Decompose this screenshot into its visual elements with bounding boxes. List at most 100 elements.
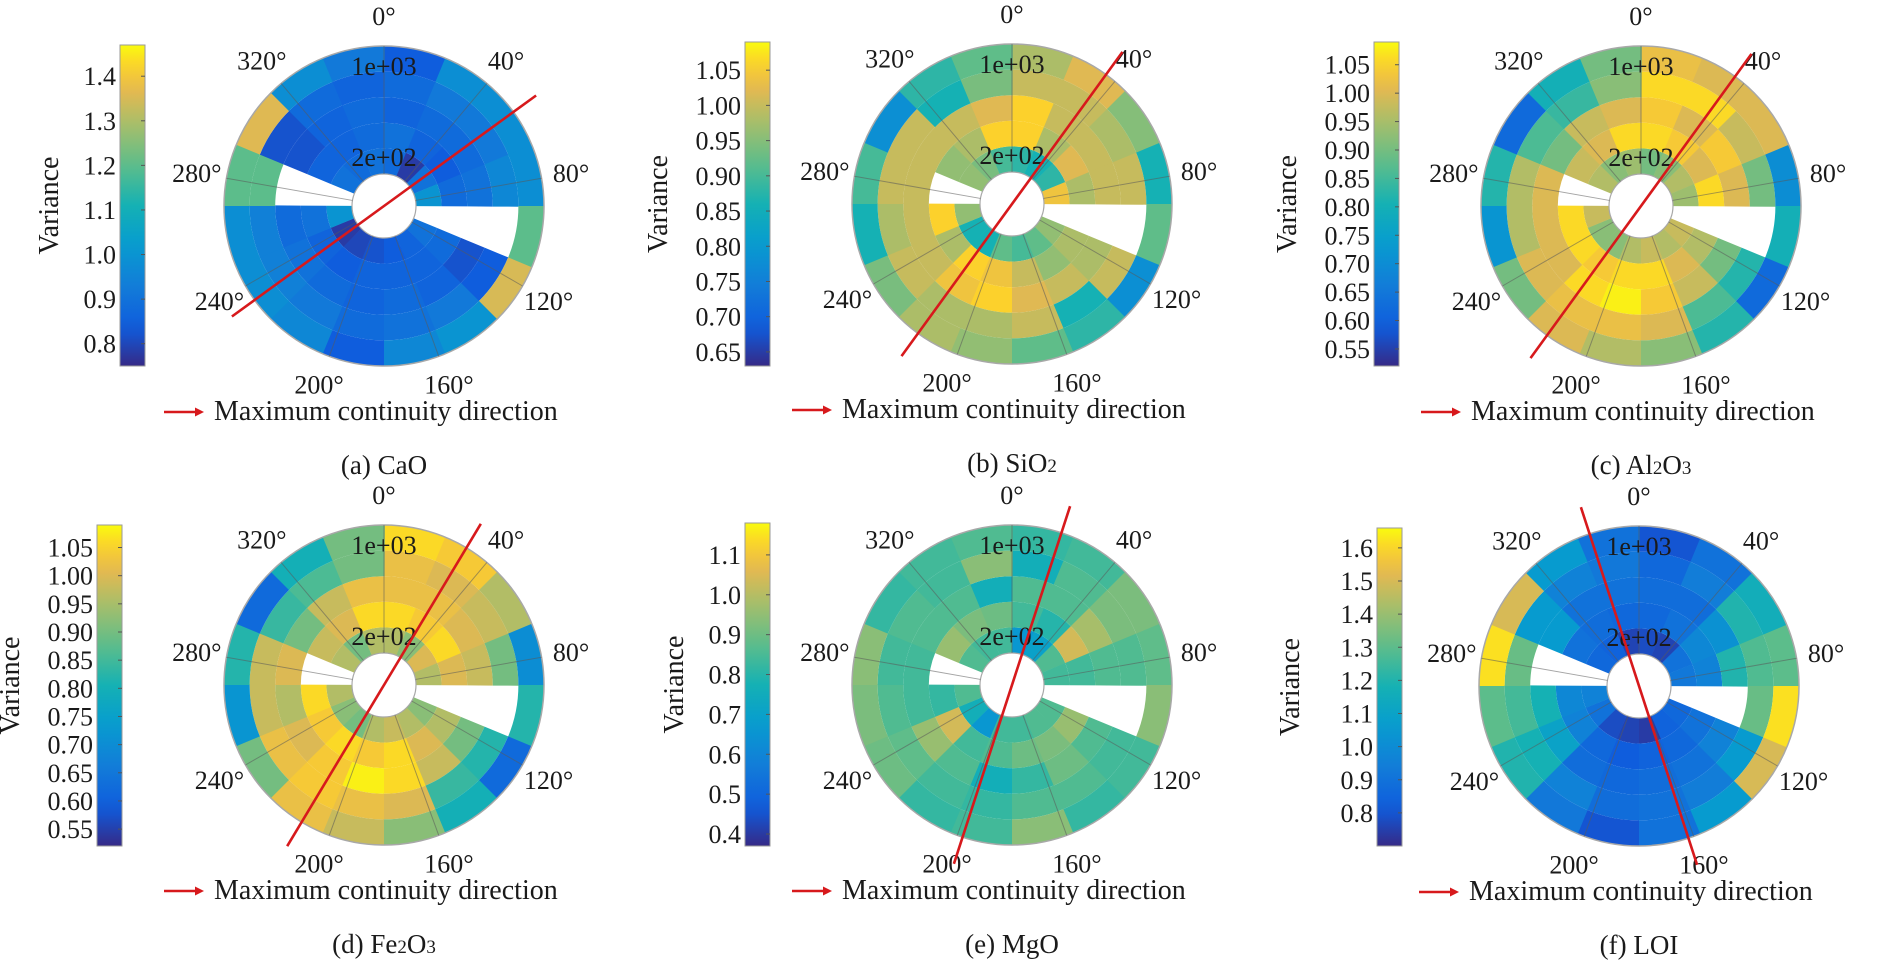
polar-cell-s3-r3 (484, 154, 519, 207)
colorbar-tick-label: 1.0 (709, 581, 742, 610)
polar-cell-s7-r1 (383, 738, 416, 769)
polar-cell-s11-r1 (1555, 685, 1586, 718)
polar-cell-s0-r1 (1639, 602, 1672, 633)
radial-label-outer: 1e+03 (1608, 52, 1673, 81)
caption-text: (f) LOI (1600, 930, 1679, 960)
polar-cell-s3-r4 (1765, 144, 1801, 207)
polar-cell-s15-r2 (342, 576, 385, 609)
colorbar-label: Variance (34, 157, 65, 255)
polar-cell-s1-r0 (1024, 631, 1053, 663)
polar-cell-s15-r3 (960, 69, 1013, 104)
polar-cell-s2-r0 (1661, 645, 1693, 674)
polar-cell-s10-r2 (1540, 237, 1583, 283)
angle-label: 160° (1681, 371, 1730, 400)
polar-cell-s15-r1 (352, 601, 385, 632)
panel-d: 0.550.600.650.700.750.800.850.900.951.00… (0, 481, 589, 959)
polar-cell-s6-r3 (1680, 762, 1735, 811)
polar-cell-s2-r3 (460, 589, 509, 644)
polar-cell-s11-r0 (954, 684, 983, 708)
polar-cell-s13-r4 (864, 571, 918, 634)
polar-cell-s14-r3 (1543, 561, 1598, 610)
colorbar: 0.550.600.650.700.750.800.850.900.951.00… (0, 524, 123, 847)
polar-cell-s10-r1 (1561, 707, 1599, 745)
polar-cell-s8-r4 (1578, 329, 1641, 366)
radial-label-outer: 1e+03 (351, 531, 416, 560)
polar-cell-s2-r0 (1663, 165, 1695, 194)
polar-cell-s3-r0 (1670, 183, 1699, 207)
polar-cell-s3-r0 (413, 183, 442, 207)
polar-cell-s8-r2 (1596, 762, 1639, 795)
angle-label: 200° (1549, 851, 1598, 880)
polar-cell-s0-r4 (1639, 526, 1702, 563)
max-continuity-line (952, 505, 1072, 865)
polar-heatmap: 0° 40° 80° 120° 160° 200° 240° 280° 320° 1e+03 2e+… (800, 0, 1217, 398)
polar-cell-s11-r0 (326, 684, 355, 708)
polar-cell-s14-r3 (288, 81, 343, 130)
arrow-right-icon (195, 886, 204, 896)
polar-heatmap: 0° 40° 80° 120° 160° 200° 240° 280° 320° 1e+03 2e+… (172, 2, 589, 400)
angle-label: 280° (172, 159, 221, 188)
polar-cell-s7-r4 (1011, 809, 1074, 845)
caption-text: (c) Al (1591, 450, 1653, 480)
polar-cell-s10-r1 (1563, 227, 1601, 265)
angular-gridline (873, 700, 985, 766)
polar-cell-s14-r1 (953, 126, 991, 164)
polar-cell-s6-r1 (1033, 244, 1071, 282)
angular-gridline (415, 177, 542, 201)
polar-cell-s9-r4 (270, 300, 333, 354)
radial-label-inner: 2e+02 (351, 143, 416, 172)
radial-label-inner: 2e+02 (351, 622, 416, 651)
polar-cell-s12-r3 (877, 632, 912, 685)
polar-cell-s0-r0 (1639, 628, 1662, 657)
colorbar-label: Variance (1272, 155, 1303, 253)
polar-cell-s13-r3 (1514, 590, 1563, 645)
polar-cell-s5-r3 (460, 726, 509, 781)
polar-cell-s1-r4 (1690, 538, 1753, 592)
polar-cell-s13-r4 (1493, 92, 1547, 155)
polar-cell-s2-r2 (442, 129, 485, 175)
polar-cell-s0-r0 (384, 627, 407, 656)
panel-caption: (b) SiO2 (967, 448, 1057, 478)
polar-cell-s7-r4 (383, 809, 446, 845)
angle-label: 160° (1052, 850, 1101, 879)
polar-cell-s5-r0 (1661, 698, 1693, 727)
polar-cell-s3-r4 (508, 144, 544, 207)
polar-cell-s12-r2 (903, 642, 936, 685)
polar-cell-s0-r4 (1012, 44, 1075, 81)
polar-cell-s5-r2 (1070, 716, 1113, 763)
polar-cell-s13-r3 (259, 110, 308, 165)
colorbar-tick-label: 1.0 (84, 241, 117, 270)
polar-cell-s13-r0 (958, 163, 990, 192)
polar-cell-s15-r0 (361, 148, 385, 177)
angle-label: 120° (1779, 767, 1828, 796)
polar-cell-s9-r2 (1561, 744, 1608, 787)
legend-label: Maximum continuity direction (842, 394, 1186, 425)
polar-cell-s14-r0 (971, 150, 1000, 182)
colorbar-tick-label: 1.00 (696, 91, 742, 120)
angular-gridline (873, 219, 985, 285)
polar-cell-s14-r4 (270, 536, 334, 590)
legend-label: Maximum continuity direction (842, 875, 1186, 906)
angular-gridline (1481, 657, 1608, 681)
polar-cell-s2-r1 (1679, 627, 1717, 665)
angular-gridline (1502, 221, 1614, 287)
polar-cell-s6-r0 (1024, 226, 1053, 258)
polar-cell-s14-r4 (1527, 57, 1591, 111)
polar-cell-s4-r4 (507, 685, 544, 748)
polar-cell-s10-r0 (1587, 218, 1619, 247)
polar-cell-s8-r2 (341, 282, 384, 315)
polar-cell-s15-r3 (332, 71, 385, 106)
polar-cell-s9-r4 (898, 298, 961, 352)
angle-label: 40° (1116, 44, 1152, 73)
polar-cell-s8-r4 (321, 329, 384, 366)
polar-cell-s14-r2 (307, 584, 353, 627)
colorbar-tick-label: 0.4 (709, 820, 742, 849)
polar-cell-s5-r3 (1088, 245, 1137, 300)
polar-cell-s14-r2 (935, 584, 981, 627)
radial-label-inner: 2e+02 (979, 622, 1044, 651)
angle-label: 160° (1052, 369, 1101, 398)
polar-heatmap: 0° 40° 80° 120° 160° 200° 240° 280° 320° 1e+03 2e+… (1429, 2, 1846, 400)
angular-gridline (956, 233, 1002, 355)
colorbar-tick-label: 0.80 (48, 674, 94, 703)
polar-cell-s12-r3 (1504, 633, 1539, 686)
